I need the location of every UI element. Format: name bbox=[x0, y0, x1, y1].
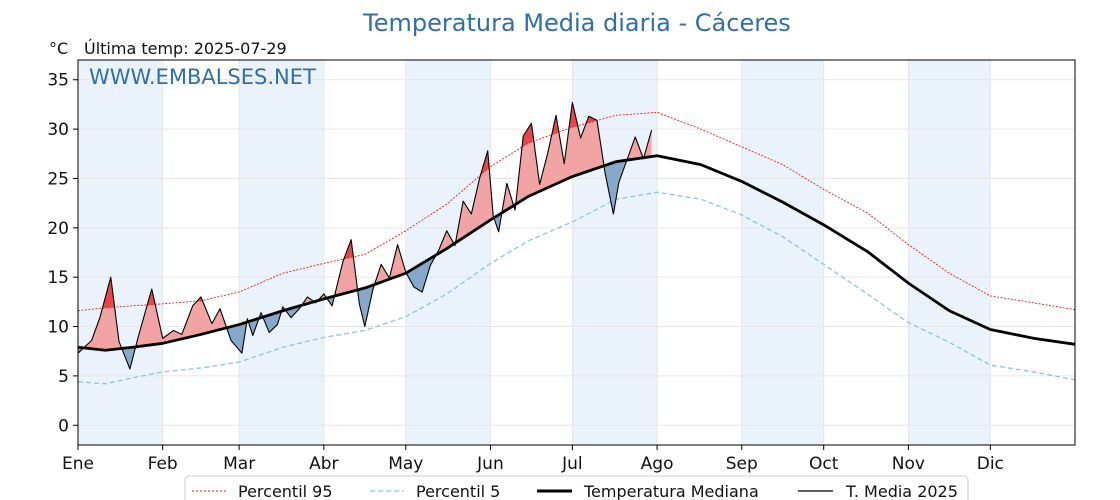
x-axis: Ene Feb Mar Abr May Jun Jul Ago Sep Oct Nov Dic bbox=[62, 445, 1004, 474]
fill-below-26 bbox=[604, 160, 627, 214]
plot-frame bbox=[77, 59, 1076, 446]
y-tick-label-5: 5 bbox=[58, 367, 69, 387]
y-tick-label-20: 20 bbox=[47, 219, 69, 239]
unit-label: °C bbox=[49, 39, 68, 58]
x-tick-label-abr: Abr bbox=[309, 454, 338, 474]
legend-label-current: T. Media 2025 bbox=[845, 482, 958, 500]
series-lines bbox=[77, 101, 1076, 385]
x-tick-label-sep: Sep bbox=[726, 454, 758, 474]
fill-above-27 bbox=[627, 137, 643, 161]
series-line-percentil-95 bbox=[77, 111, 1076, 312]
month-band-nov bbox=[908, 60, 991, 445]
month-band-ene bbox=[78, 60, 163, 445]
y-tick-label-30: 30 bbox=[47, 120, 69, 140]
fill-extreme-36 bbox=[568, 102, 578, 129]
anomaly-fills bbox=[78, 102, 652, 369]
y-tick-label-15: 15 bbox=[47, 268, 69, 288]
y-tick-label-0: 0 bbox=[58, 416, 69, 436]
y-axis: 0 5 10 15 20 25 30 35 bbox=[47, 71, 78, 436]
series-line-percentil-5 bbox=[77, 191, 1076, 385]
month-band-mar bbox=[239, 60, 324, 445]
fill-extreme-34 bbox=[522, 123, 534, 147]
fill-below-6 bbox=[248, 318, 259, 336]
y-tick-label-25: 25 bbox=[47, 169, 69, 189]
legend-label-p95: Percentil 95 bbox=[238, 482, 333, 500]
fill-below-4 bbox=[226, 322, 247, 354]
x-tick-label-ene: Ene bbox=[62, 454, 94, 474]
legend-box bbox=[184, 475, 969, 500]
fill-above-25 bbox=[515, 102, 604, 205]
x-tick-label-mar: Mar bbox=[223, 454, 255, 474]
series-line-t-media-2025 bbox=[77, 101, 653, 370]
fill-below-18 bbox=[406, 255, 436, 292]
chart-title: Temperatura Media diaria - Cáceres bbox=[362, 9, 791, 37]
month-band-sep bbox=[741, 60, 824, 445]
fill-above-15 bbox=[334, 239, 358, 296]
x-tick-label-may: May bbox=[388, 454, 423, 474]
watermark: WWW.EMBALSES.NET bbox=[89, 65, 316, 89]
last-temp-label: Última temp: 2025-07-29 bbox=[84, 39, 287, 58]
month-bands bbox=[78, 60, 991, 445]
fill-below-16 bbox=[357, 284, 375, 327]
legend: Percentil 95 Percentil 5 Temperatura Med… bbox=[184, 475, 969, 500]
y-tick-label-10: 10 bbox=[47, 318, 69, 338]
fill-below-10 bbox=[285, 305, 302, 318]
fill-extreme-30 bbox=[147, 289, 155, 305]
month-band-jul bbox=[572, 60, 658, 445]
fill-extreme-37 bbox=[586, 116, 597, 124]
month-band-may bbox=[405, 60, 491, 445]
x-tick-label-feb: Feb bbox=[148, 454, 178, 474]
x-tick-label-oct: Oct bbox=[809, 454, 839, 474]
fill-above-17 bbox=[375, 244, 406, 285]
y-tick-label-35: 35 bbox=[47, 71, 69, 91]
fill-above-23 bbox=[502, 183, 513, 213]
grid-lines bbox=[77, 60, 1075, 445]
x-tick-label-dic: Dic bbox=[977, 454, 1004, 474]
legend-label-p5: Percentil 5 bbox=[416, 482, 500, 500]
x-tick-label-ago: Ago bbox=[641, 454, 674, 474]
fill-below-2 bbox=[122, 346, 136, 369]
fill-above-21 bbox=[455, 150, 494, 243]
x-tick-label-jun: Jun bbox=[476, 454, 504, 474]
legend-label-median: Temperatura Mediana bbox=[583, 482, 759, 500]
x-tick-label-nov: Nov bbox=[892, 454, 925, 474]
x-tick-label-jul: Jul bbox=[561, 454, 583, 474]
fill-extreme-32 bbox=[344, 239, 354, 259]
fill-extreme-35 bbox=[551, 115, 559, 135]
fill-above-19 bbox=[436, 230, 454, 255]
series-line-temperatura-mediana bbox=[77, 154, 1076, 352]
